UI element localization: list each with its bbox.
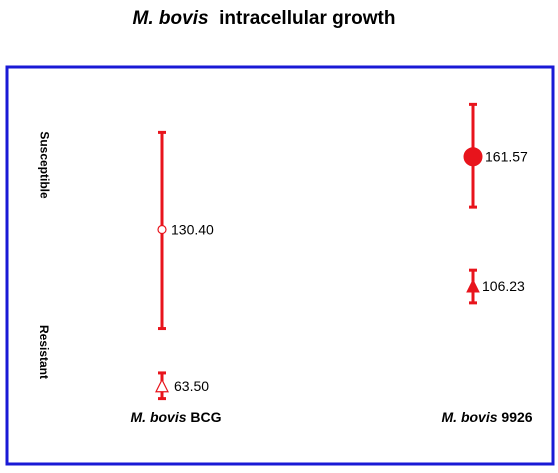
chart-title: M. bovis intracellular growth bbox=[0, 8, 528, 30]
y-label-resistant: Resistant bbox=[37, 324, 52, 380]
y-label-susceptible: Susceptible bbox=[37, 131, 52, 199]
chart-title-rest: intracellular growth bbox=[219, 8, 396, 29]
data-marks: 130.40 63.50 161.57 106.23 bbox=[155, 102, 528, 401]
point-c0-susceptible bbox=[157, 224, 167, 235]
point-c1-susceptible bbox=[463, 147, 483, 167]
point-c1-resistant bbox=[466, 278, 480, 293]
chart-title-italic: M. bovis bbox=[132, 8, 209, 29]
data-label-c1-resistant: 106.23 bbox=[482, 278, 525, 294]
x-category-bcg-rest: BCG bbox=[190, 409, 222, 425]
data-label-c0-resistant: 63.50 bbox=[174, 378, 209, 394]
x-category-bcg: M. bovis BCG bbox=[131, 409, 222, 425]
x-category-9926-rest: 9926 bbox=[501, 409, 533, 425]
data-label-c0-susceptible: 130.40 bbox=[171, 222, 214, 238]
x-category-9926: M. bovis 9926 bbox=[442, 409, 533, 425]
data-label-c1-susceptible: 161.57 bbox=[485, 149, 528, 165]
x-category-9926-italic: M. bovis bbox=[441, 409, 498, 425]
x-category-bcg-italic: M. bovis bbox=[130, 409, 187, 425]
point-c0-resistant bbox=[155, 378, 169, 393]
plot-frame bbox=[5, 65, 555, 466]
